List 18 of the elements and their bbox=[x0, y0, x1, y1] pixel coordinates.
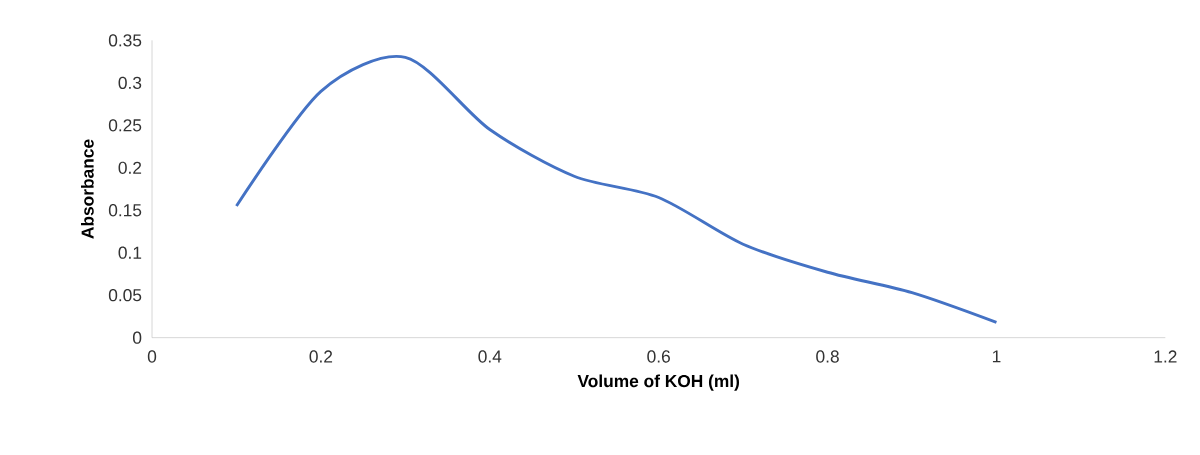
x-tick-label: 1.2 bbox=[1154, 350, 1177, 363]
y-tick-label: 0.1 bbox=[118, 246, 142, 259]
x-tick-label: 0 bbox=[147, 350, 157, 363]
y-tick-label: 0.3 bbox=[118, 76, 142, 89]
x-tick-label: 0.8 bbox=[816, 350, 839, 363]
x-tick-label: 0.2 bbox=[309, 350, 333, 363]
line-series bbox=[234, 55, 998, 324]
x-tick-label: 0.6 bbox=[647, 350, 670, 363]
y-tick-label: 0.25 bbox=[108, 119, 142, 132]
x-tick-label: 0.4 bbox=[478, 350, 502, 363]
y-tick-label: 0.35 bbox=[108, 34, 142, 47]
y-tick-label: 0.2 bbox=[118, 161, 142, 174]
y-axis-title: Absorbance bbox=[81, 139, 94, 239]
y-tick-label: 0.05 bbox=[108, 289, 142, 302]
y-tick-label: 0.15 bbox=[108, 204, 142, 217]
x-tick-label: 1 bbox=[992, 350, 1001, 363]
x-axis-title: Volume of KOH (ml) bbox=[577, 374, 740, 391]
y-tick-label: 0 bbox=[132, 331, 142, 344]
